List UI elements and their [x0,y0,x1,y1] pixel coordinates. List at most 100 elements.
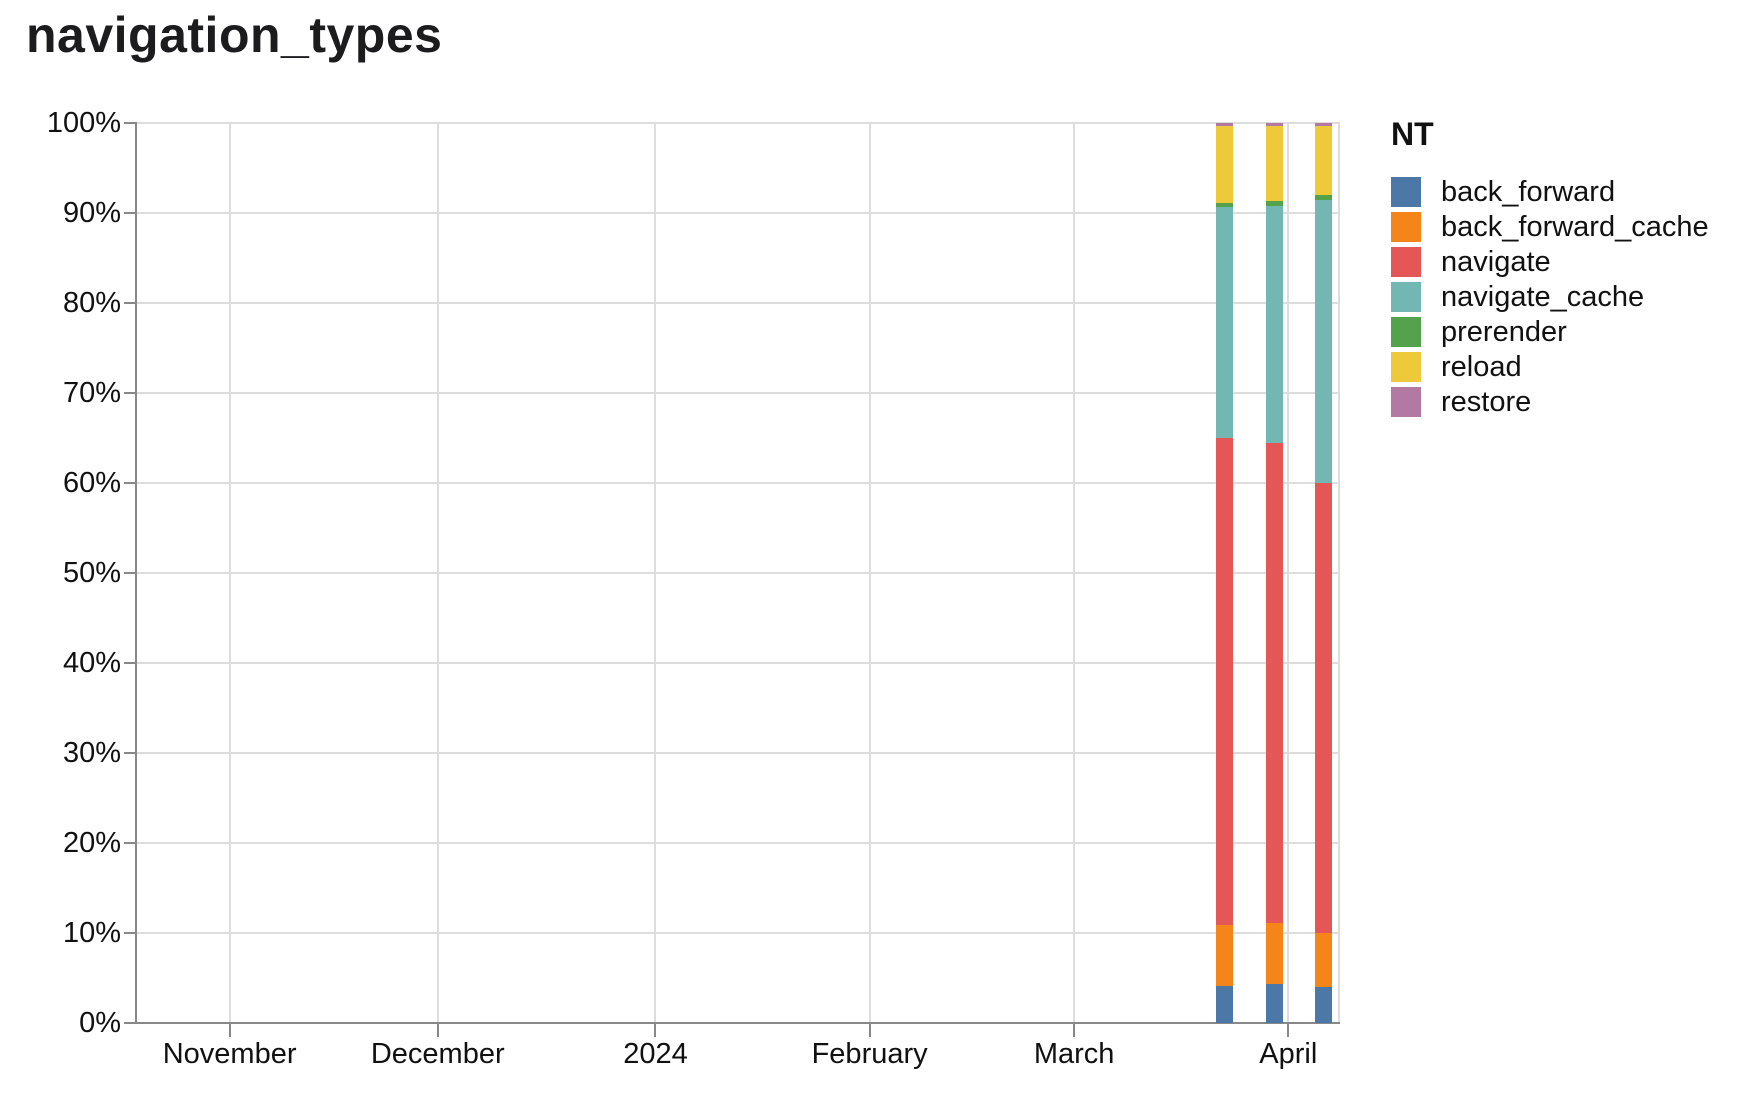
x-axis-tick [436,1023,439,1037]
y-axis-tick [124,122,137,124]
gridline-horizontal [137,302,1340,304]
y-axis-tick [124,662,137,664]
bar-segment-prerender [1266,201,1283,206]
gridline-vertical [1073,123,1076,1023]
x-axis-tick-label: December [370,1038,505,1070]
bar-segment-navigate_cache [1314,200,1332,483]
legend-item-label: back_forward [1441,176,1616,208]
legend-item-label: reload [1441,351,1522,383]
y-axis-tick-label: 90% [62,197,121,229]
legend-item-navigate: navigate [1391,247,1709,277]
legend: NT back_forward back_forward_cache navigat… [1391,116,1709,422]
x-axis-tick [1287,1023,1290,1037]
gridline-vertical [868,123,871,1023]
stacked-bar-1 [1216,123,1234,1023]
stacked-bar-3 [1314,123,1332,1023]
x-axis-tick-label: March [1033,1038,1115,1070]
teal-swatch-icon [1391,282,1421,312]
y-axis-tick [124,212,137,214]
x-axis-tick-label: February [811,1038,928,1070]
bar-segment-back_forward [1314,986,1332,1023]
bar-segment-navigate_cache [1216,206,1234,438]
x-axis-domain-line [135,1022,1340,1024]
y-axis-tick-label: 40% [62,647,121,679]
bar-segment-reload [1314,126,1332,195]
legend-item-label: back_forward_cache [1441,211,1709,243]
gridline-horizontal [137,212,1340,214]
gridline-vertical [654,123,657,1023]
bar-segment-back_forward [1266,984,1283,1023]
bar-segment-navigate [1314,482,1332,933]
stacked-bar-2 [1266,123,1283,1023]
x-axis-tick-label: November [162,1038,297,1070]
y-axis-tick-label: 70% [62,377,121,409]
y-axis-tick [124,1022,137,1024]
gridline-horizontal [137,392,1340,394]
gridline-horizontal [137,572,1340,574]
legend-item-back_forward: back_forward [1391,177,1709,207]
blue-swatch-icon [1391,177,1421,207]
legend-item-reload: reload [1391,352,1709,382]
bar-segment-restore [1314,123,1332,127]
y-axis-tick-label: 50% [62,557,121,589]
bar-segment-prerender [1314,194,1332,201]
bar-segment-back_forward_cache [1216,924,1234,987]
gridline-vertical [228,123,231,1023]
bar-segment-back_forward_cache [1314,932,1332,987]
y-axis-tick-label: 0% [79,1007,121,1039]
gridline-horizontal [137,122,1340,124]
y-axis-tick [124,392,137,394]
legend-item-label: prerender [1441,316,1567,348]
gridline-horizontal [137,482,1340,484]
legend-item-label: restore [1441,386,1532,418]
y-axis-tick-label: 20% [62,827,121,859]
bar-segment-restore [1216,123,1234,127]
y-axis-tick [124,572,137,574]
plot-right-border [1338,123,1340,1023]
green-swatch-icon [1391,317,1421,347]
y-axis-tick-label: 80% [62,287,121,319]
bar-segment-reload [1266,126,1283,202]
y-axis-tick [124,482,137,484]
legend-title: NT [1391,116,1434,152]
bar-segment-back_forward_cache [1266,923,1283,985]
y-axis-tick-label: 100% [46,107,121,139]
legend-item-prerender: prerender [1391,317,1709,347]
chart-title: navigation_types [26,7,443,63]
y-axis-tick [124,302,137,304]
gridline-horizontal [137,842,1340,844]
legend-item-restore: restore [1391,387,1709,417]
legend-item-navigate_cache: navigate_cache [1391,282,1709,312]
bar-segment-navigate_cache [1266,205,1283,444]
legend-item-label: navigate [1441,246,1551,278]
bar-segment-restore [1266,123,1283,127]
orange-swatch-icon [1391,212,1421,242]
bar-segment-navigate [1266,443,1283,924]
x-axis-tick [868,1023,871,1037]
gridline-horizontal [137,662,1340,664]
purple-swatch-icon [1391,387,1421,417]
yellow-swatch-icon [1391,352,1421,382]
bar-segment-navigate [1216,437,1234,925]
y-axis-tick-label: 60% [62,467,121,499]
gridline-horizontal [137,932,1340,934]
y-axis-tick [124,932,137,934]
gridline-vertical [1287,123,1290,1023]
red-swatch-icon [1391,247,1421,277]
legend-item-back_forward_cache: back_forward_cache [1391,212,1709,242]
x-axis-tick [228,1023,231,1037]
x-axis-tick-label: April [1259,1038,1318,1070]
x-axis-tick-label: 2024 [623,1038,688,1070]
x-axis-tick [1073,1023,1076,1037]
y-axis-tick [124,752,137,754]
bar-segment-prerender [1216,202,1234,207]
legend-items: back_forward back_forward_cache navigate na… [1391,177,1709,417]
y-axis-tick-label: 10% [62,917,121,949]
y-axis-tick [124,842,137,844]
x-axis-tick [654,1023,657,1037]
bar-segment-reload [1216,126,1234,203]
y-axis-tick-label: 30% [62,737,121,769]
bar-segment-back_forward [1216,986,1234,1023]
